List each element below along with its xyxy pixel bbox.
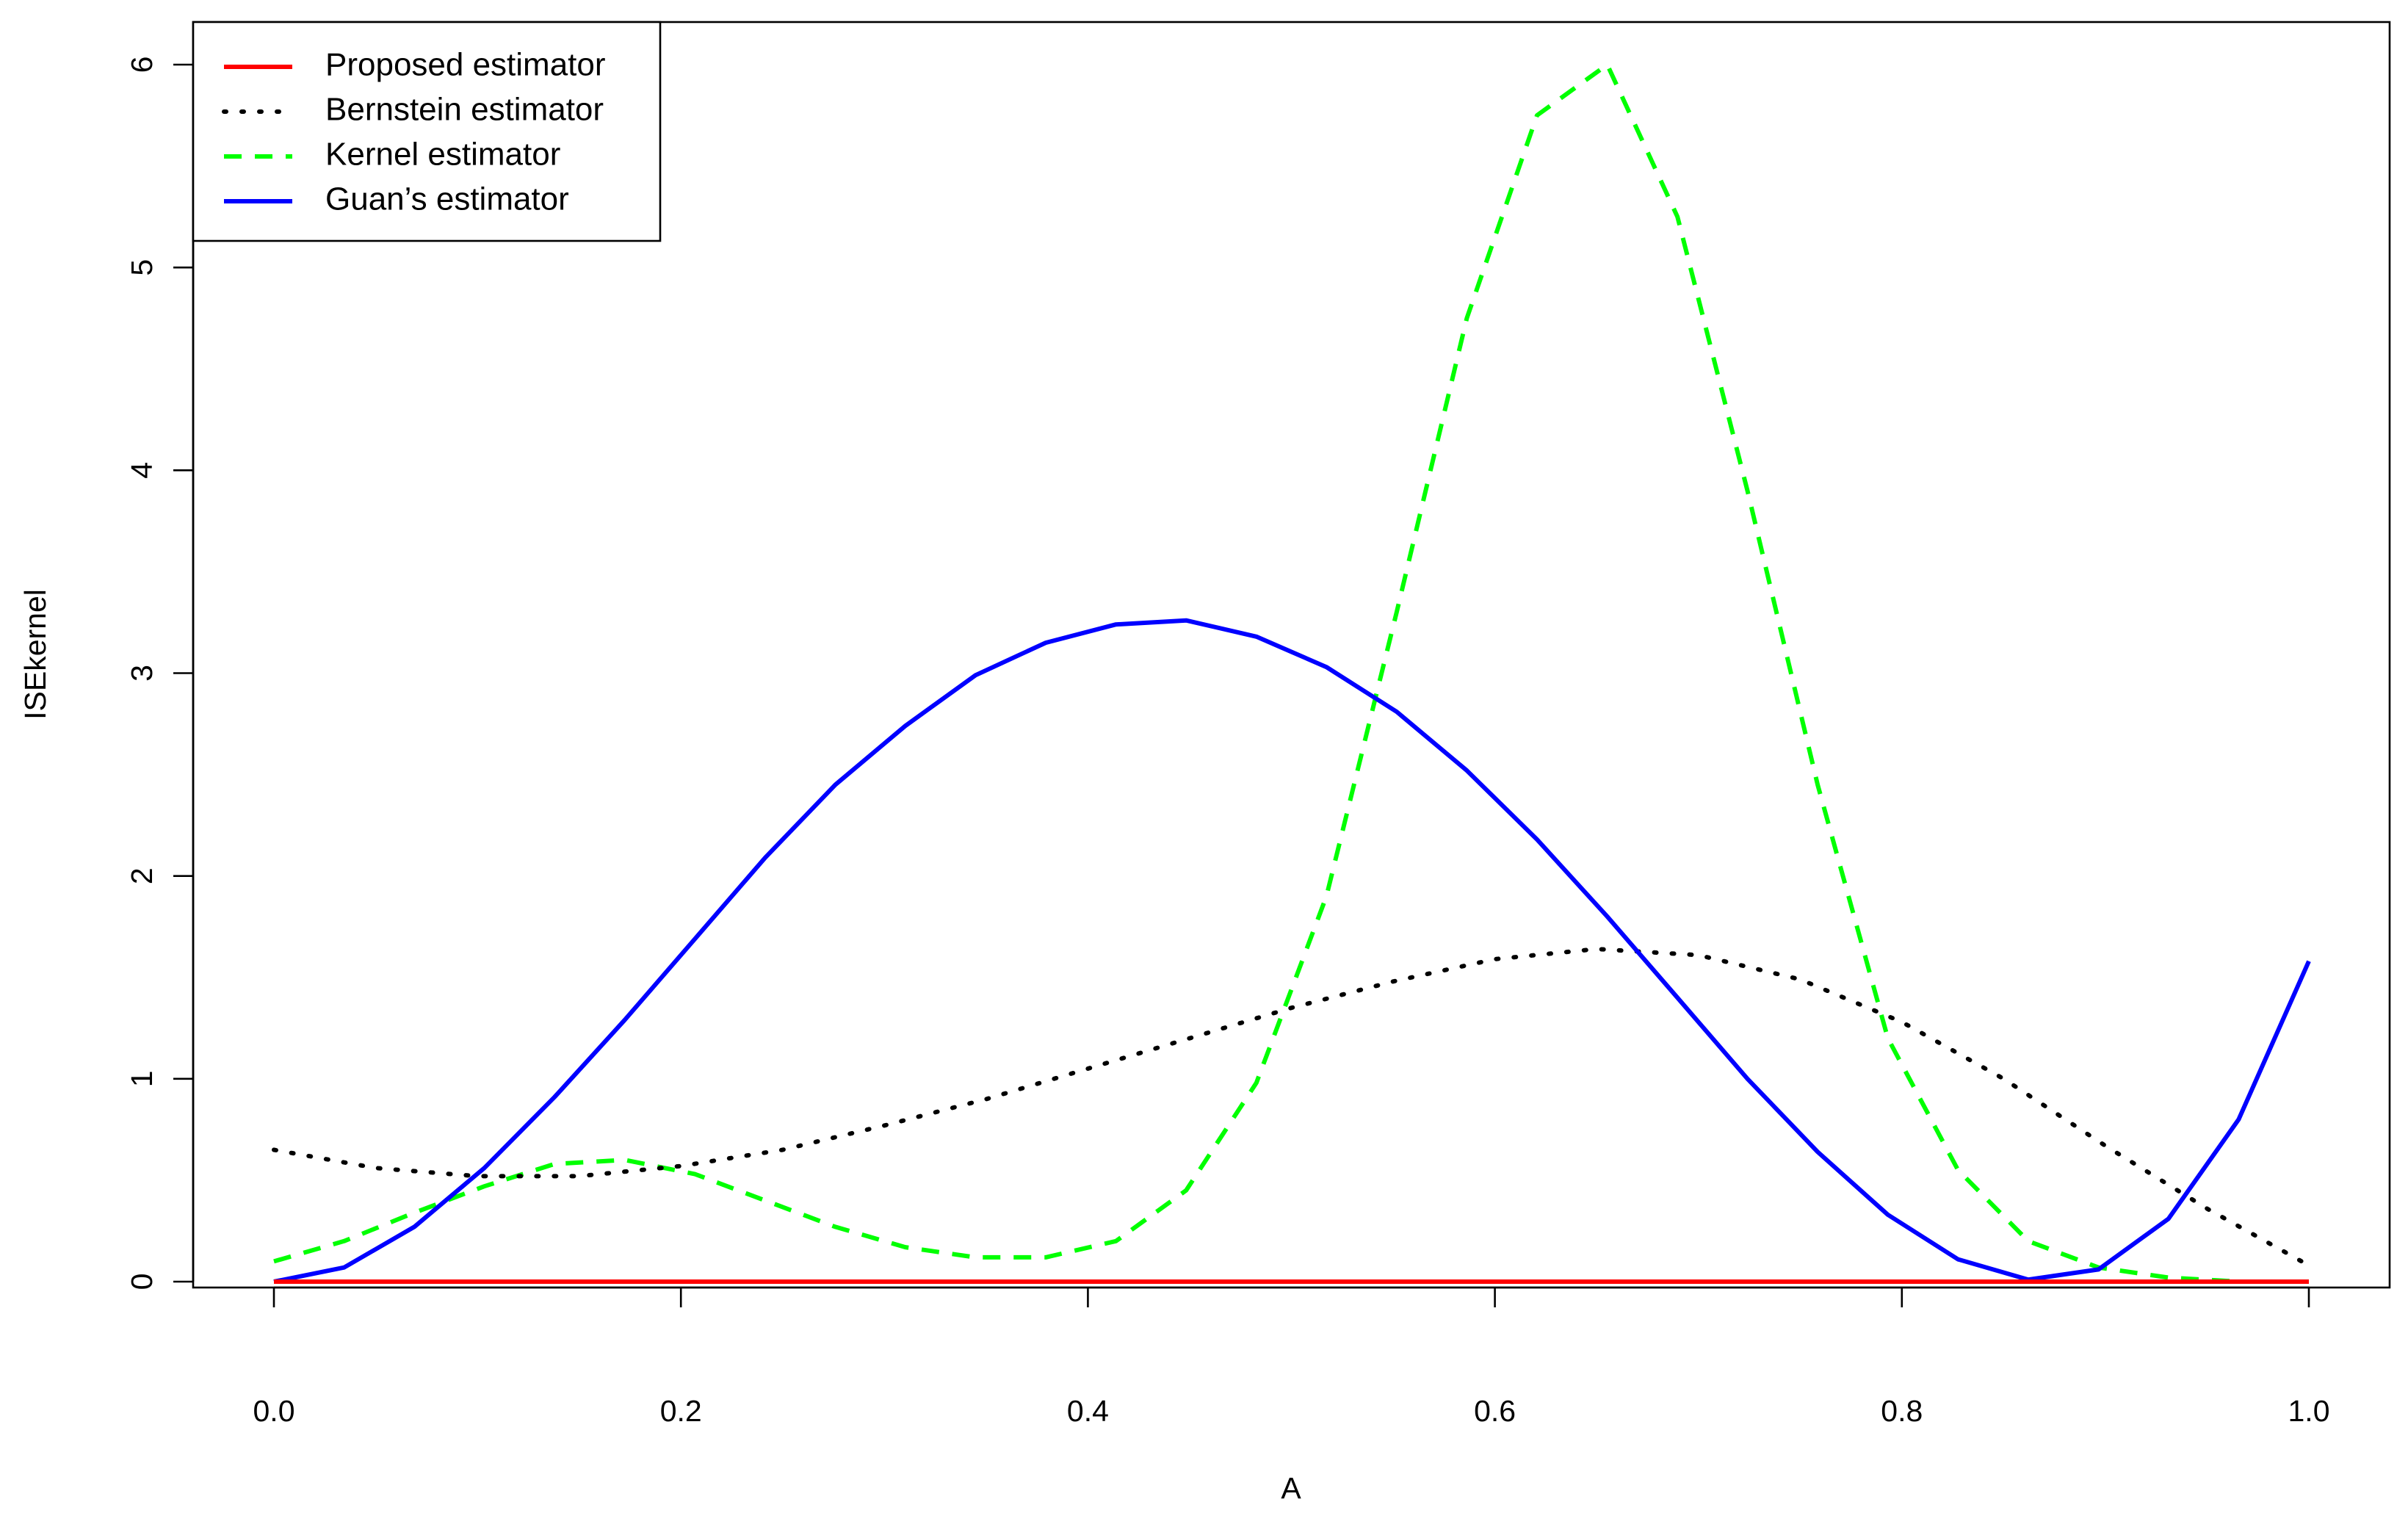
series-line-bernstein-estimator [272, 947, 2311, 1268]
y-tick-label: 4 [125, 462, 159, 479]
series-layer [272, 62, 2311, 1284]
y-tick-label: 3 [125, 665, 159, 682]
legend-label-bernstein-estimator: Bernstein estimator [325, 92, 604, 128]
x-axis: 0.0 0.2 0.4 0.6 0.8 1.0 [253, 1286, 2330, 1428]
x-tick-label: 0.4 [1067, 1394, 1109, 1428]
y-tick-label: 1 [125, 1070, 159, 1087]
y-tick-label: 0 [125, 1274, 159, 1290]
y-tick-label: 5 [125, 259, 159, 276]
y-tick-label: 6 [125, 57, 159, 73]
x-tick-label: 1.0 [2288, 1394, 2330, 1428]
y-axis-label: ISEkernel [18, 589, 52, 720]
y-axis: 0 1 2 3 4 5 6 [125, 57, 195, 1290]
x-tick-label: 0.2 [660, 1394, 702, 1428]
y-tick-label: 2 [125, 867, 159, 884]
x-tick-label: 0.0 [253, 1394, 295, 1428]
legend-label-kernel-estimator: Kernel estimator [325, 137, 560, 173]
legend-box [192, 21, 662, 242]
x-axis-label: A [1281, 1471, 1301, 1505]
x-tick-label: 0.6 [1474, 1394, 1516, 1428]
legend: Proposed estimator Bernstein estimator Ker… [192, 21, 662, 242]
series-line-kernel-estimator [273, 62, 2309, 1284]
x-tick-label: 0.8 [1881, 1394, 1923, 1428]
legend-label-guans-estimator: Guan’s estimator [325, 181, 569, 217]
series-line-guans-estimator [273, 618, 2311, 1284]
legend-label-proposed-estimator: Proposed estimator [325, 47, 606, 83]
